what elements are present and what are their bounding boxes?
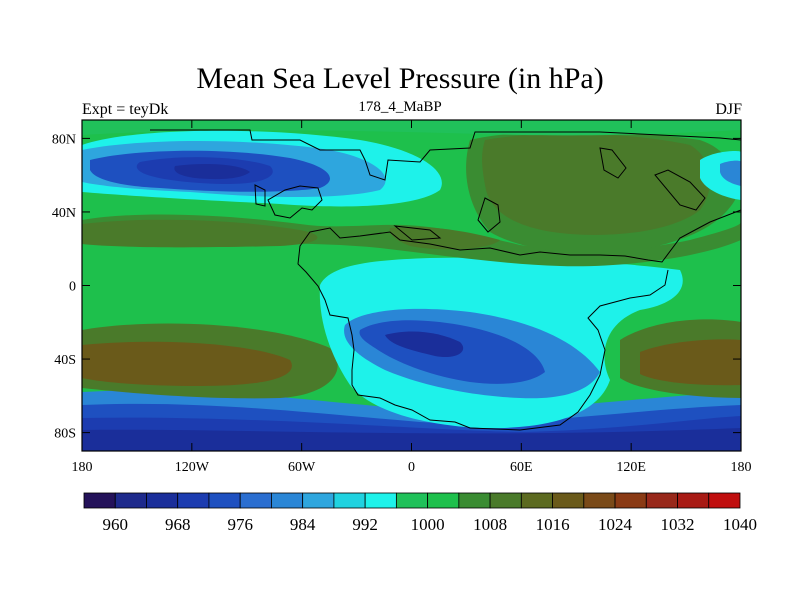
colorbar: 960 968 976 984 992 1000 1008 1016 1024 1032 1040 bbox=[83, 492, 757, 534]
colorbar-label: 1024 bbox=[598, 515, 633, 534]
colorbar-swatch bbox=[427, 492, 460, 509]
lon-tick-label: 60E bbox=[510, 460, 533, 475]
pressure-field bbox=[82, 120, 741, 451]
colorbar-swatch bbox=[708, 492, 741, 509]
colorbar-label: 1008 bbox=[473, 515, 507, 534]
map-title: Mean Sea Level Pressure (in hPa) bbox=[196, 62, 604, 95]
colorbar-swatch bbox=[239, 492, 272, 509]
season-label: DJF bbox=[715, 101, 742, 118]
colorbar-swatch bbox=[614, 492, 647, 509]
lat-tick-label: 80S bbox=[54, 427, 76, 442]
colorbar-swatch bbox=[489, 492, 522, 509]
latitude-axis: 80N 40N 0 40S 80S bbox=[52, 132, 741, 442]
colorbar-label: 992 bbox=[352, 515, 378, 534]
colorbar-swatch bbox=[333, 492, 366, 509]
colorbar-label: 984 bbox=[290, 515, 316, 534]
lon-tick-label: 60W bbox=[288, 460, 316, 475]
lon-tick-label: 180 bbox=[72, 460, 93, 475]
experiment-label: Expt = teyDk bbox=[82, 101, 169, 118]
colorbar-label: 968 bbox=[165, 515, 191, 534]
colorbar-swatch bbox=[395, 492, 429, 509]
colorbar-label: 1016 bbox=[536, 515, 570, 534]
lon-tick-label: 120E bbox=[616, 460, 646, 475]
colorbar-swatch bbox=[114, 492, 147, 509]
lat-tick-label: 0 bbox=[69, 280, 76, 295]
lon-tick-label: 120W bbox=[175, 460, 210, 475]
colorbar-swatch bbox=[146, 492, 179, 509]
colorbar-swatch bbox=[552, 492, 585, 509]
colorbar-label: 1000 bbox=[411, 515, 445, 534]
lat-tick-label: 40S bbox=[54, 353, 76, 368]
colorbar-label: 1040 bbox=[723, 515, 757, 534]
colorbar-swatch bbox=[458, 492, 491, 509]
colorbar-label: 960 bbox=[102, 515, 128, 534]
colorbar-label: 976 bbox=[227, 515, 253, 534]
lat-tick-label: 40N bbox=[52, 206, 76, 221]
colorbar-swatch bbox=[177, 492, 210, 509]
colorbar-swatch bbox=[677, 492, 710, 509]
colorbar-swatch bbox=[83, 492, 116, 509]
period-label: 178_4_MaBP bbox=[358, 99, 442, 115]
colorbar-swatch bbox=[645, 492, 678, 509]
lon-tick-label: 180 bbox=[731, 460, 752, 475]
lon-tick-label: 0 bbox=[408, 460, 415, 475]
colorbar-swatch bbox=[520, 492, 553, 509]
colorbar-swatch bbox=[271, 492, 304, 509]
longitude-axis: 180 120W 60W 0 60E 120E 180 bbox=[72, 120, 752, 475]
colorbar-label: 1032 bbox=[661, 515, 695, 534]
colorbar-swatch bbox=[208, 492, 241, 509]
colorbar-swatch bbox=[583, 492, 616, 509]
colorbar-swatch bbox=[364, 492, 397, 509]
colorbar-swatch bbox=[302, 492, 335, 509]
lat-tick-label: 80N bbox=[52, 132, 76, 147]
